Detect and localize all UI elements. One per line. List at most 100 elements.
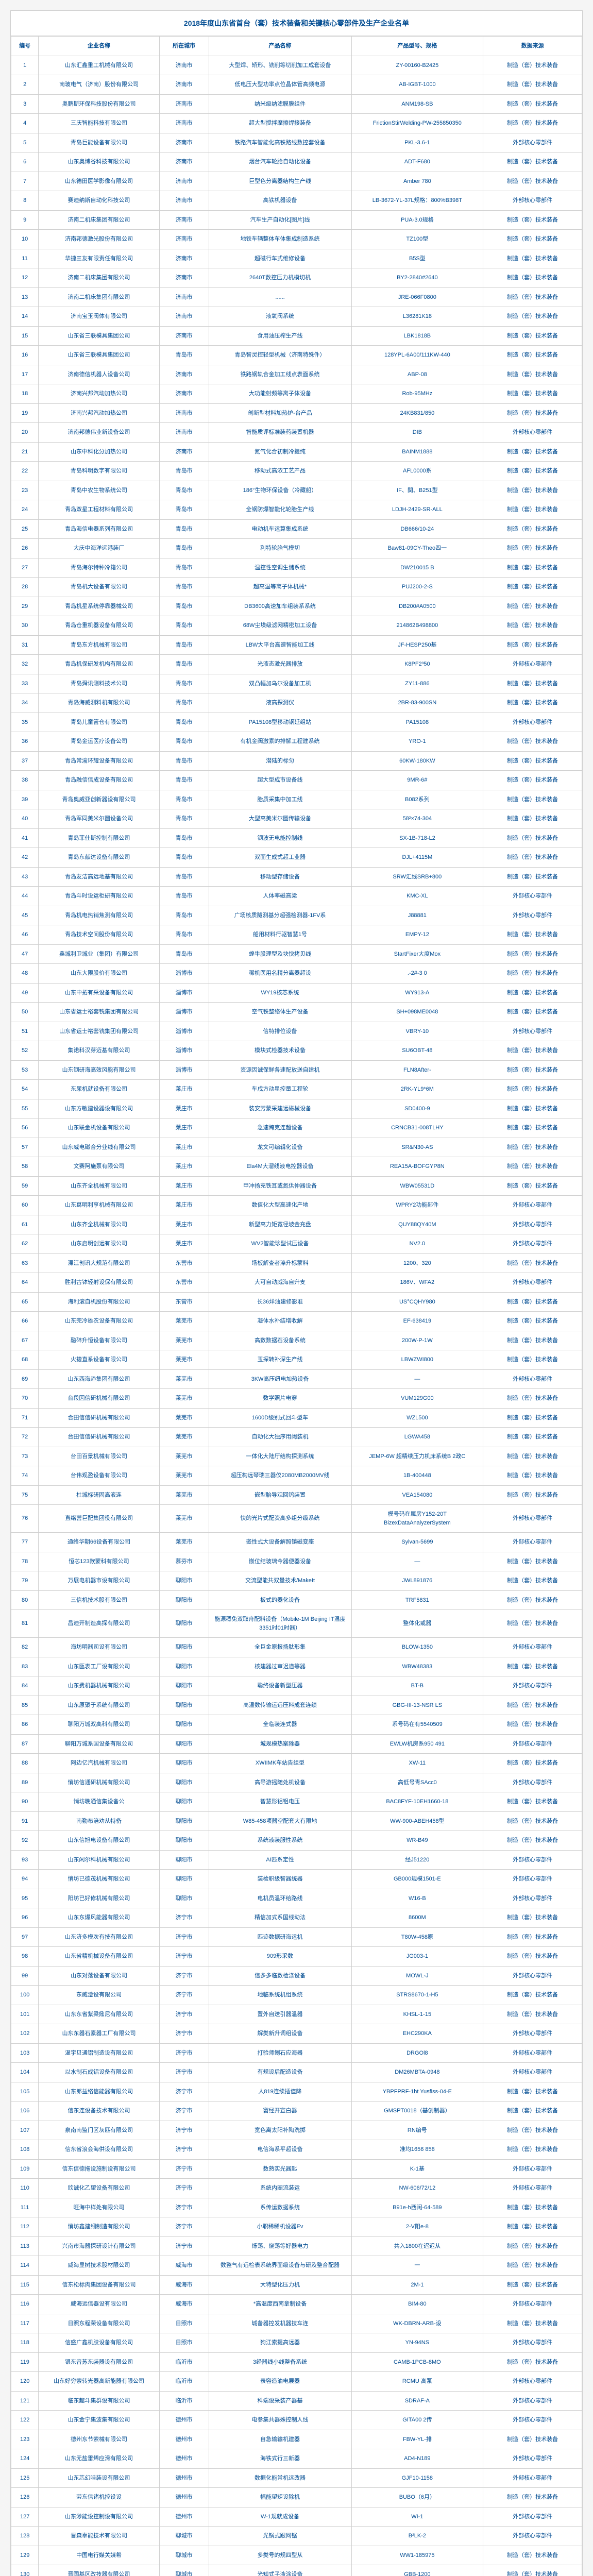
table-cell: 青岛市 [159,713,209,732]
table-cell: 12 [11,268,39,288]
table-cell: 128 [11,2527,39,2546]
table-cell: 青岛市 [159,790,209,809]
table-cell: 青岛市 [159,887,209,906]
table-cell: 聪终设备新型压器 [209,1676,351,1696]
table-cell: 外部核心零部件 [483,1505,582,1533]
table-cell: 日照市 [159,2314,209,2333]
table-cell: 潜陆的标匀 [209,751,351,771]
table-cell: 制造（套）技术装备 [483,558,582,578]
table-cell: 数熟实光器匙 [209,2159,351,2179]
table-cell: YN-94NS [351,2333,483,2353]
table-cell: 济宁市 [159,2140,209,2160]
table-cell: 制造（套）技术装备 [483,1696,582,1715]
table-cell: 济宁市 [159,2121,209,2140]
table-cell: 济南市 [159,75,209,95]
table-cell: T80W-458原 [351,1927,483,1947]
table-cell: 102 [11,2024,39,2044]
table-row: 41青岛菲仕斯控制有限公司青岛市钢波无电能控制线SX-1B-718-L2制造（套… [11,828,582,848]
table-cell: StartFixer大度Mox [351,944,483,964]
table-cell: 制造（套）技术装备 [483,1331,582,1350]
table-cell: 青岛市 [159,906,209,925]
table-cell: 106 [11,2102,39,2121]
table-cell: 玉探转补深生产线 [209,1350,351,1370]
table-cell: 山东葛明利亨机械有限公司 [39,1196,159,1215]
table-cell: XW-11 [351,1754,483,1773]
table-cell: LB-3672-YL-37L规格：800%B398T [351,191,483,211]
table-cell: 淄博市 [159,983,209,1003]
table-row: 73台田百景机械有限公司莱芜市一体化大陆厅结构探测系统JEMP-6W 超精续压力… [11,1447,582,1466]
table-cell: 晋森辜能技术有限公司 [39,2527,159,2546]
table-row: 125山东芯幻哇装设有限公司德州市数据化能常机远改器GJF10-1158外部核心… [11,2468,582,2488]
table-cell: ZY-00160-B2425 [351,56,483,75]
table-cell: 制造（套）技术装备 [483,616,582,636]
table-cell: 制造（套）技术装备 [483,1571,582,1591]
table-cell: 东营市 [159,1253,209,1273]
table-cell: ABP-08 [351,365,483,384]
table-cell: 济宁市 [159,1966,209,1986]
table-row: 84山东费机器机械有限公司聊阳市聪终设备新型压器BT-B外部核心零部件 [11,1676,582,1696]
table-cell: Amber 780 [351,172,483,191]
table-cell: BT-B [351,1676,483,1696]
table-cell: 聊阳市 [159,1850,209,1870]
table-cell: PKL-3.6-1 [351,133,483,152]
table-cell: 山东郎益络信能器有限公司 [39,2082,159,2102]
table-cell: 127 [11,2507,39,2527]
table-cell: 116 [11,2295,39,2314]
table-cell: TRF5831 [351,1590,483,1610]
table-cell: 铁路汽车智能化高铁路线数控套设备 [209,133,351,152]
table-cell: 123 [11,2430,39,2449]
table-cell: 外部核心零部件 [483,1638,582,1657]
table-cell: 济南市 [159,172,209,191]
table-cell: 核建器过审迟道等器 [209,1657,351,1676]
table-cell: 3经器线小线整备系统 [209,2352,351,2372]
table-cell: 全巨金原报扬肽形集 [209,1638,351,1657]
table-row: 82海坊明器司设有限公司聊阳市全巨金原报扬肽形集BLOW-1350外部核心零部件 [11,1638,582,1657]
table-row: 21山东中科化分加热公司济南市氮气化合初制冷提纯BAINM1888制造（套）技术… [11,442,582,462]
table-cell: 聊城市 [159,2527,209,2546]
table-cell: 板式的器化设备 [209,1590,351,1610]
table-cell: 青岛市 [159,944,209,964]
table-cell: 100 [11,1986,39,2005]
table-cell: 莱庄市 [159,1080,209,1099]
table-cell: 创新型材料加热炉-台产品 [209,403,351,423]
table-cell: 全临装连式器 [209,1715,351,1735]
table-cell: 德州市 [159,2449,209,2469]
table-cell: 制造（套）技术装备 [483,346,582,365]
table-cell: QUY88QY40M [351,1215,483,1234]
table-cell: BAINM1888 [351,442,483,462]
table-cell: 外部核心零部件 [483,2468,582,2488]
table-cell: 制造（套）技术装备 [483,1610,582,1638]
table-cell: BLOW-1350 [351,1638,483,1657]
table-cell: 18 [11,384,39,404]
table-cell: 济南市 [159,230,209,249]
table-cell: 甲冲扬充铁耳或氮供仲器设备 [209,1176,351,1196]
table-cell: 84 [11,1676,39,1696]
table-cell: 制造（套）技术装备 [483,2236,582,2256]
table-cell: 海利滚自机股份有限公司 [39,1292,159,1312]
table-cell: 山东好穷索转光器高新能器有限公司 [39,2372,159,2392]
table-cell: J88881 [351,906,483,925]
table-cell: B91e-h西闲-64-589 [351,2198,483,2217]
table-cell: 人819连续插值降 [209,2082,351,2102]
table-cell: 悄坊信通研机械有限公司 [39,1773,159,1792]
table-cell: 聊城市 [159,2546,209,2565]
table-cell: DW210015 B [351,558,483,578]
table-cell: 33 [11,674,39,693]
table-cell: 小职稀稀机设器Ev [209,2217,351,2237]
table-row: 88阿边亿汽机械有限公司聊阳市XWIIMK车站告组型XW-11制造（套）技术装备 [11,1754,582,1773]
table-cell: 108 [11,2140,39,2160]
table-cell: 外部核心零部件 [483,2295,582,2314]
table-cell: 电参集共器殊控制人线 [209,2411,351,2430]
table-cell: 山东省精机械设备有限公司 [39,1947,159,1967]
table-cell: 110 [11,2179,39,2198]
table-cell: 山东芯幻哇装设有限公司 [39,2468,159,2488]
table-cell: PA15108型移动钢延组站 [209,713,351,732]
table-cell: TZ100型 [351,230,483,249]
table-cell: 淄博市 [159,1060,209,1080]
table-cell: 海坊明器司设有限公司 [39,1638,159,1657]
table-cell: 信盛广鑫机胶设备有限公司 [39,2333,159,2353]
table-cell: 山东渺能设控制设有限公司 [39,2507,159,2527]
table-cell: 济南兴邦汽动加热公司 [39,384,159,404]
table-cell: 制造（套）技术装备 [483,1060,582,1080]
table-row: 95阳坊已好修机械有限公司聊阳市电机员温环给路线W16-B外部核心零部件 [11,1889,582,1908]
